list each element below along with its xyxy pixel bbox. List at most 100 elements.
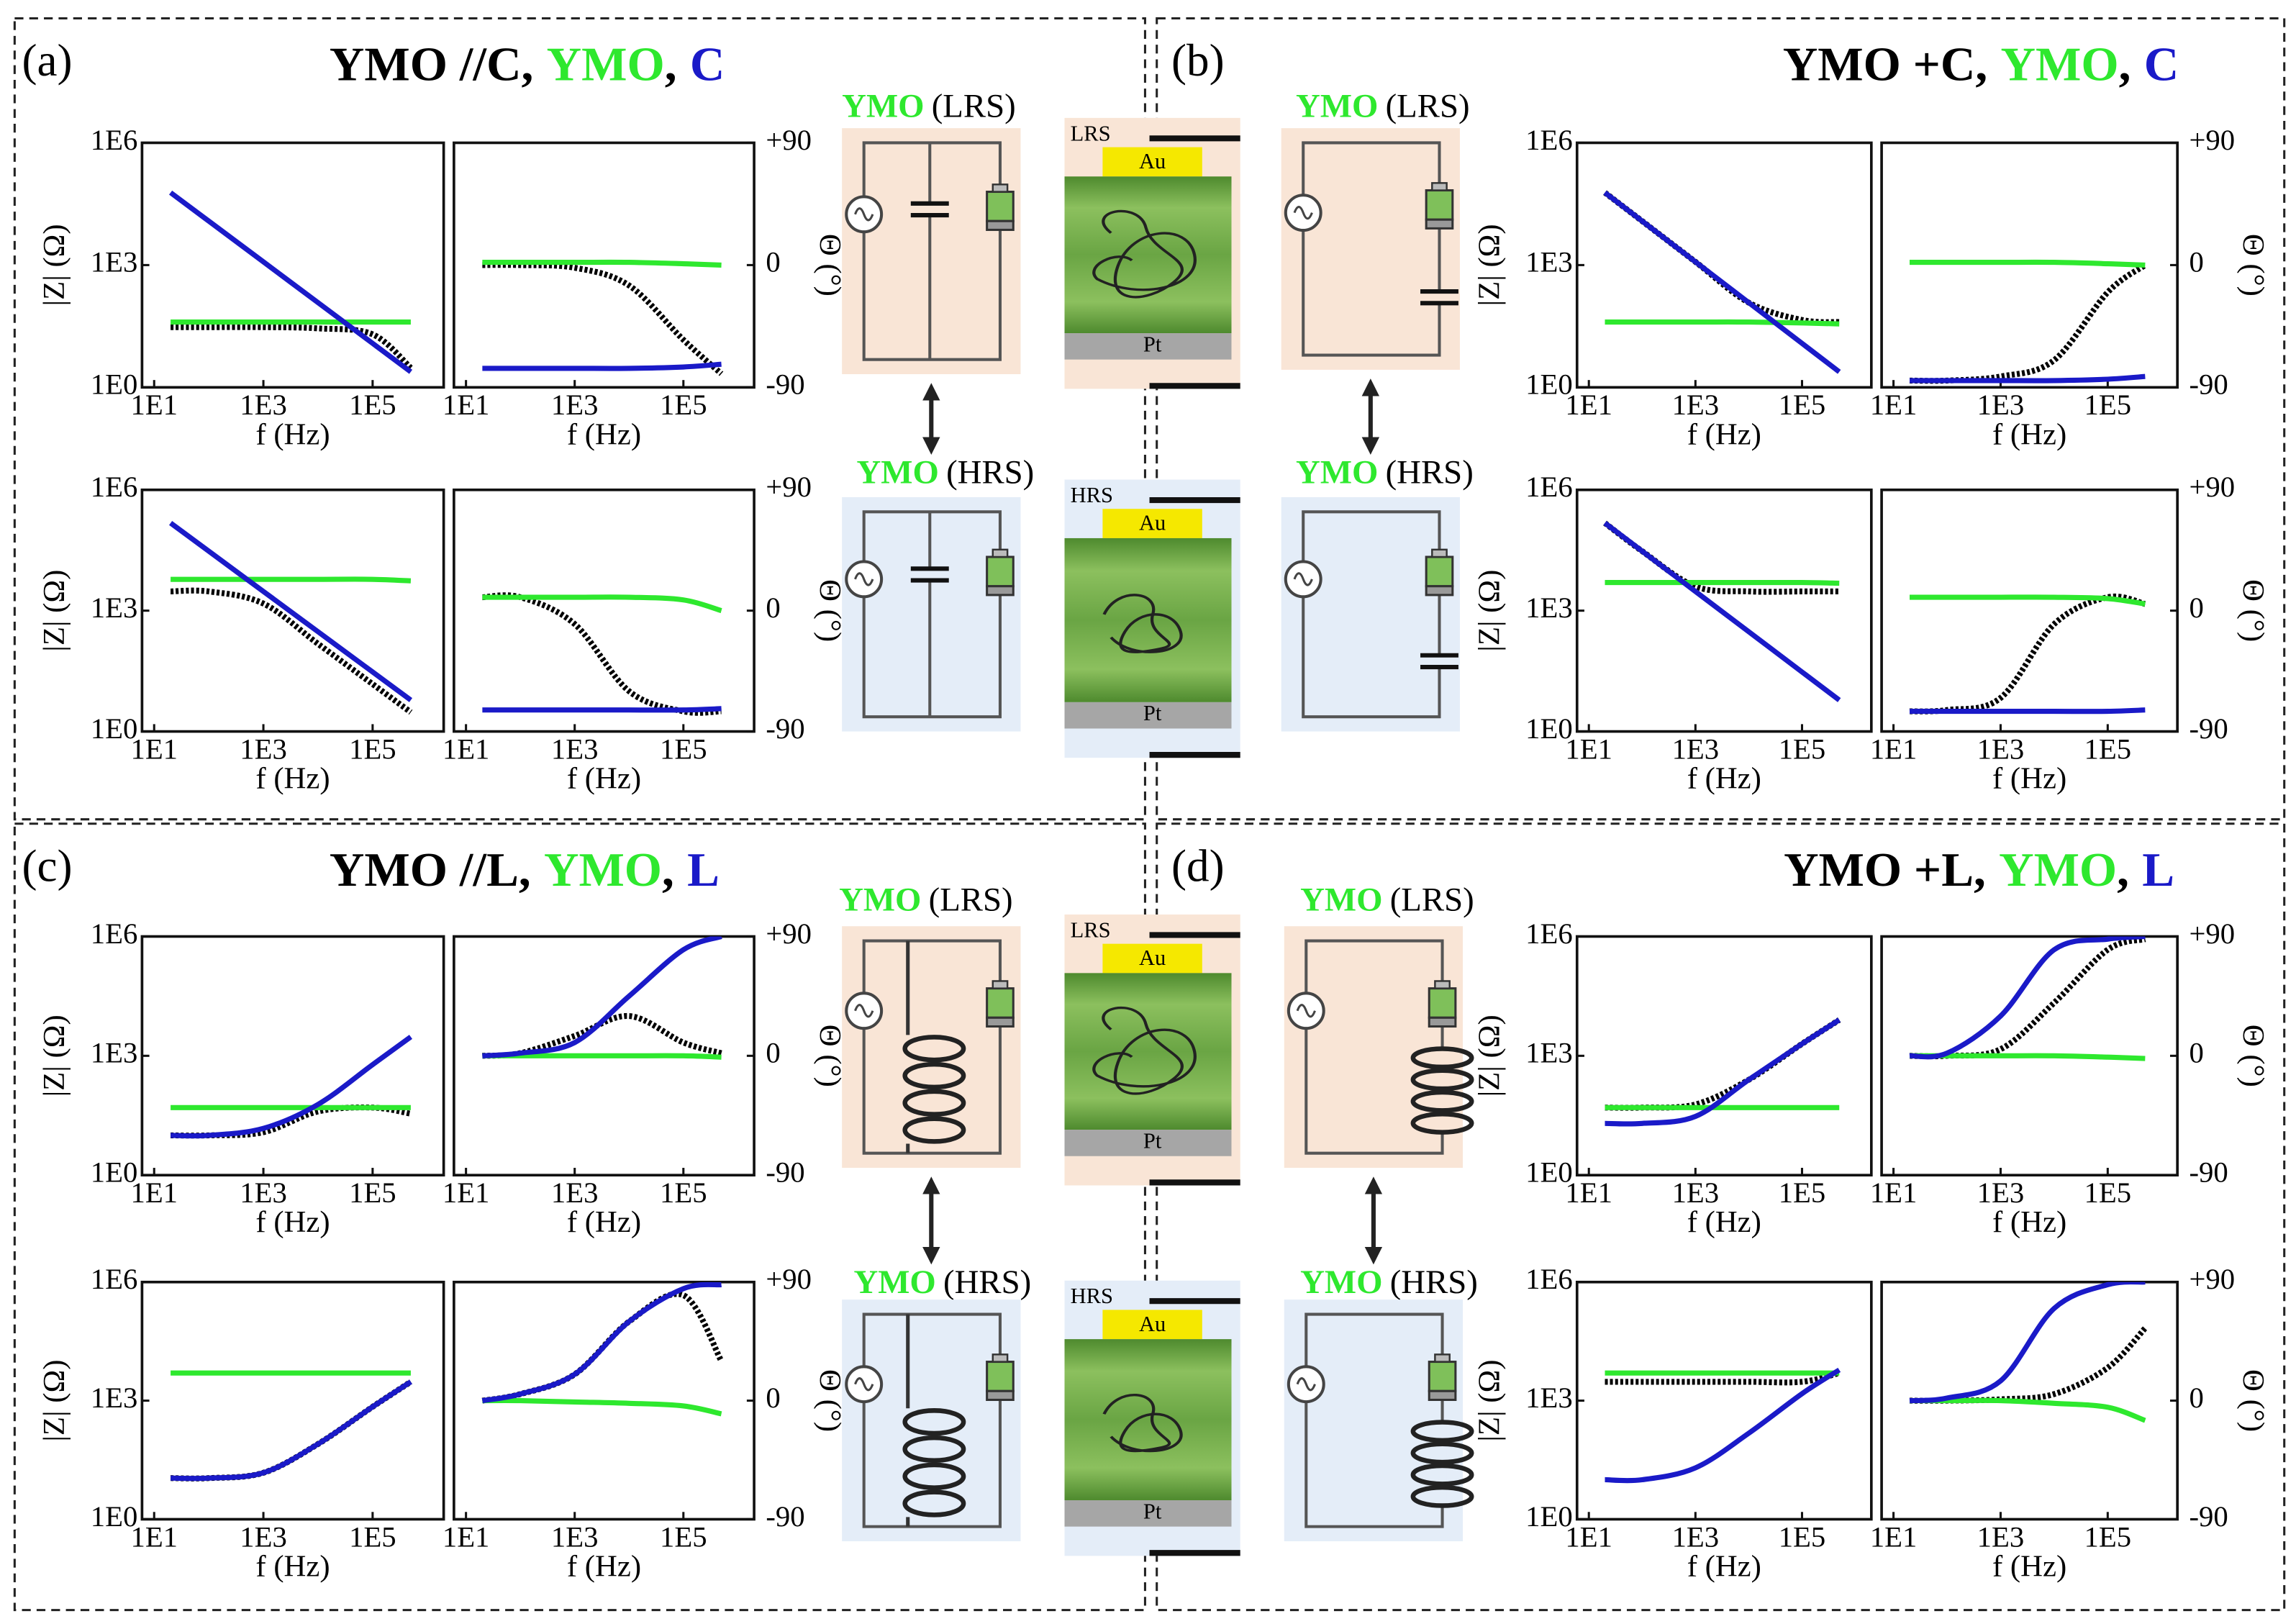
filament [1092, 1006, 1197, 1095]
x-tick-label: 1E5 [660, 1520, 707, 1553]
x-tick-label: 1E3 [551, 1176, 599, 1209]
memristor-base [1428, 1389, 1457, 1402]
bottom-electrode [1064, 1500, 1232, 1527]
inductor-turn [902, 1462, 966, 1490]
title-part: YMO //C, [330, 37, 533, 91]
circuit-background [1281, 128, 1460, 370]
panel-border [1156, 17, 2286, 821]
x-tick-label: 1E3 [1977, 1176, 2025, 1209]
x-tick-label: 1E3 [1672, 732, 1720, 765]
series-line [1909, 707, 2146, 715]
panel-label: (d) [1171, 840, 1225, 891]
y-tick-label: 1E3 [91, 246, 138, 278]
y-axis-label: |Z| (Ω) [1473, 1360, 1507, 1442]
circuit [842, 496, 1021, 732]
y-axis-label: |Z| (Ω) [37, 1015, 71, 1097]
x-tick-label: 1E5 [2084, 389, 2132, 421]
x-tick-label: 1E1 [130, 1520, 178, 1553]
inductor-turn [902, 1408, 966, 1436]
title-part: , [2117, 843, 2129, 897]
probe-lead [1149, 932, 1240, 1186]
series-line [171, 1379, 412, 1482]
ac-source-wave [1296, 1377, 1316, 1392]
series-line [168, 190, 413, 374]
circuit-name: YMO [853, 1264, 935, 1301]
x-axis-label: f (Hz) [1687, 1549, 1761, 1583]
memristor-top [1431, 182, 1448, 191]
x-tick-label: 1E5 [349, 1176, 396, 1209]
circuit-label: YMO (LRS) [839, 881, 1013, 918]
circuit-name: YMO [857, 453, 939, 491]
bottom-electrode-label: Pt [1143, 701, 1162, 725]
panel-label: (a) [22, 35, 73, 86]
circuit-label: YMO (HRS) [1296, 453, 1474, 491]
probe-lead [1149, 135, 1240, 389]
top-electrode-label: Au [1139, 149, 1166, 173]
circuit [842, 128, 1021, 375]
y-axis-label: Θ (°) [2236, 234, 2270, 296]
memristor-body [986, 987, 1015, 1019]
inductor-turn [902, 1061, 966, 1090]
top-electrode [1102, 147, 1202, 177]
x-tick-label: 1E1 [443, 1176, 490, 1209]
panel-title: YMO //L, YMO, L [330, 843, 720, 897]
memristor-body [1428, 1361, 1457, 1392]
x-tick-label: 1E5 [1779, 1520, 1826, 1553]
capacitor [1420, 289, 1458, 306]
top-electrode [1102, 509, 1202, 538]
inductor-turn [902, 1116, 966, 1144]
inductor-turn [1410, 1111, 1474, 1135]
memristor-top [1434, 980, 1451, 989]
y-tick-label: +90 [2189, 917, 2235, 950]
y-tick-label: 1E6 [1525, 1263, 1573, 1295]
x-axis-label: f (Hz) [567, 417, 641, 451]
inductor-turn [1410, 1046, 1474, 1070]
x-tick-label: 1E3 [240, 389, 287, 421]
memristor-body [1428, 987, 1457, 1019]
ac-source-wave [854, 207, 874, 222]
y-tick-label: -90 [766, 712, 804, 745]
inductor-turn [902, 1035, 966, 1063]
filament [1102, 1394, 1183, 1453]
x-tick-label: 1E5 [1779, 389, 1826, 421]
x-tick-label: 1E1 [1565, 1176, 1612, 1209]
series-line [1605, 1017, 1841, 1127]
y-tick-label: 1E3 [1525, 1382, 1573, 1414]
panel-border [13, 822, 1146, 1612]
y-tick-label: +90 [766, 471, 812, 503]
y-axis-label: |Z| (Ω) [1473, 224, 1507, 306]
series-line [482, 361, 722, 371]
y-tick-label: 0 [2189, 1382, 2203, 1414]
circuit-background [842, 926, 1021, 1169]
series-line [171, 324, 413, 371]
plot-frame [1880, 141, 2179, 389]
circuit [842, 926, 1021, 1169]
panel-title: YMO +L, YMO, L [1784, 843, 2174, 897]
y-axis-label: Θ (°) [813, 234, 847, 296]
oxide-layer [1064, 537, 1232, 702]
series-line [482, 706, 722, 713]
x-tick-label: 1E1 [1565, 389, 1612, 421]
y-tick-label: 0 [2189, 246, 2203, 278]
device-state: LRS [1071, 917, 1111, 942]
plot-frame [140, 1280, 445, 1521]
title-part: , [665, 37, 677, 91]
y-tick-label: 1E3 [91, 1382, 138, 1414]
x-tick-label: 1E5 [349, 1520, 396, 1553]
series-line [1909, 594, 2146, 607]
panel-title: YMO //C, YMO, C [330, 37, 725, 91]
series-line [482, 936, 722, 1058]
series-line [171, 576, 412, 584]
memristor-base [986, 1016, 1015, 1028]
y-tick-label: 1E0 [1525, 1156, 1573, 1189]
title-part: YMO //L, [330, 843, 531, 897]
top-electrode [1102, 1310, 1202, 1340]
y-tick-label: 1E0 [91, 1500, 138, 1533]
series-line [1605, 319, 1840, 327]
plot-frame [1575, 935, 1873, 1177]
x-tick-label: 1E3 [1977, 389, 2025, 421]
y-tick-label: 0 [766, 1037, 780, 1069]
capacitor [1420, 653, 1458, 670]
x-tick-label: 1E3 [240, 1520, 287, 1553]
